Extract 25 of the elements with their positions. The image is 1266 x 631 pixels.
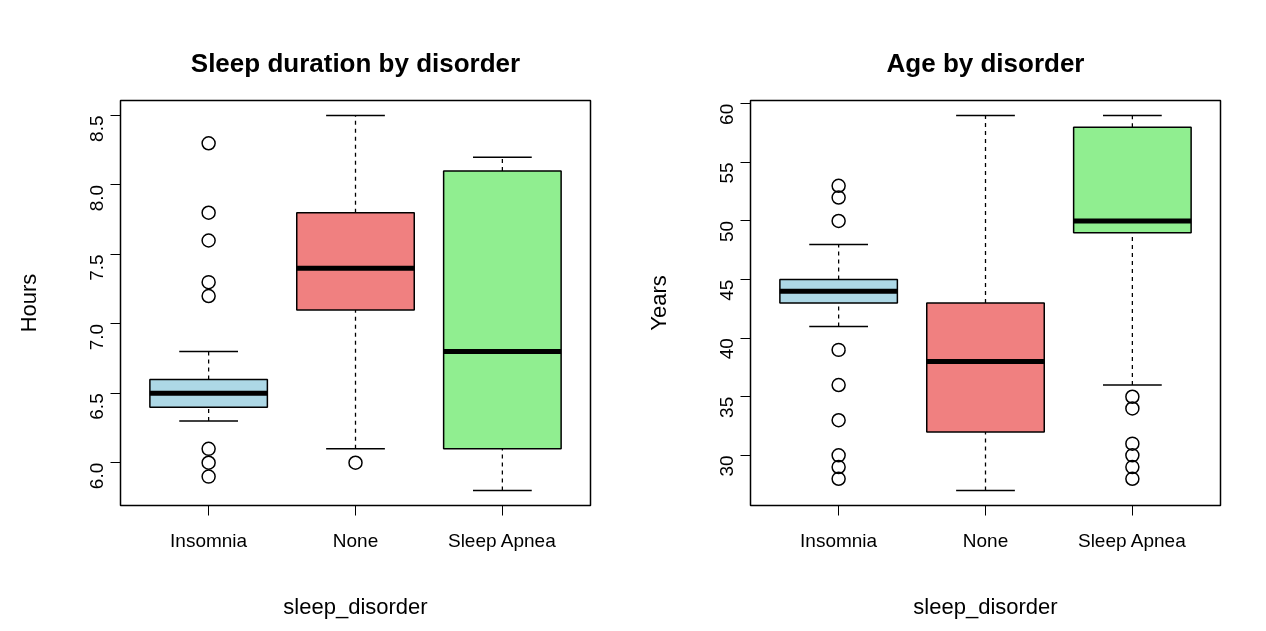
y-tick-label: 45 [716, 279, 737, 301]
chart-title: Age by disorder [886, 48, 1085, 78]
y-axis-title: Hours [15, 273, 41, 333]
y-tick-label: 7.5 [86, 254, 107, 281]
y-tick-label: 30 [716, 455, 737, 477]
x-tick-label: Insomnia [170, 529, 248, 551]
x-tick-label: None [962, 529, 1009, 551]
y-tick-label: 8.0 [86, 184, 107, 212]
y-tick-label: 55 [716, 162, 737, 184]
y-axis-title: Years [645, 275, 671, 331]
x-tick-label: Sleep Apnea [1077, 529, 1187, 551]
y-tick-label: 6.5 [86, 393, 107, 420]
y-tick-label: 35 [716, 396, 737, 418]
chart-title: Sleep duration by disorder [190, 48, 521, 78]
y-tick-label: 60 [716, 103, 737, 125]
x-axis-title: sleep_disorder [913, 593, 1058, 619]
x-tick-label: Sleep Apnea [447, 529, 557, 551]
x-tick-label: None [332, 529, 379, 551]
x-tick-label: Insomnia [800, 529, 878, 551]
y-tick-label: 6.0 [86, 462, 107, 490]
x-axis-title: sleep_disorder [283, 593, 428, 619]
y-tick-label: 40 [716, 338, 737, 360]
y-tick-label: 7.0 [86, 323, 107, 351]
y-tick-label: 50 [716, 220, 737, 243]
y-tick-label: 8.5 [86, 115, 107, 142]
